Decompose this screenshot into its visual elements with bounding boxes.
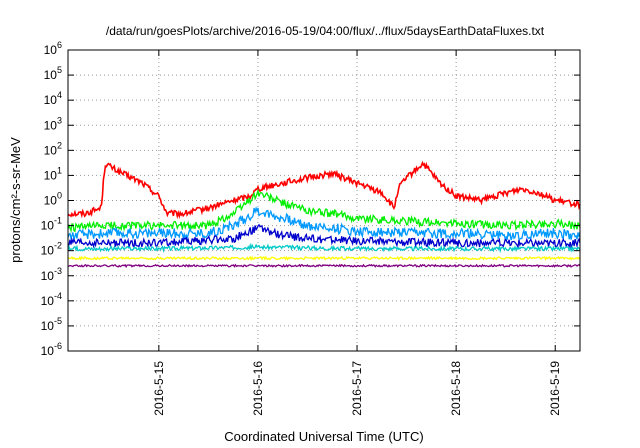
x-axis-title: Coordinated Universal Time (UTC) (224, 429, 423, 444)
series-layer (67, 160, 581, 269)
grid-lines (68, 50, 580, 351)
y-tick-label: 10-2 (41, 241, 62, 258)
series-line (67, 160, 581, 220)
x-tick-label: 2016-5-16 (251, 361, 265, 416)
y-tick-label: 10-4 (41, 291, 62, 308)
x-tick-label: 2016-5-18 (449, 361, 463, 416)
x-tick-label: 2016-5-15 (152, 361, 166, 416)
y-tick-label: 105 (44, 65, 62, 82)
y-tick-label: 10-5 (41, 316, 62, 333)
y-tick-label: 106 (44, 40, 62, 57)
series-line (67, 255, 581, 262)
y-tick-label: 104 (44, 90, 62, 107)
y-tick-label: 102 (44, 140, 62, 157)
y-tick-label: 10-1 (41, 216, 62, 233)
series-line (67, 188, 581, 234)
series-line (67, 206, 581, 242)
x-tick-label: 2016-5-17 (350, 361, 364, 416)
y-tick-label: 103 (44, 115, 62, 132)
series-line (68, 223, 581, 250)
y-axis-title: protons/cm²-s-sr-MeV (8, 137, 23, 263)
y-tick-label: 10-3 (41, 266, 62, 283)
series-line (67, 263, 581, 269)
chart-title: /data/run/goesPlots/archive/2016-05-19/0… (106, 24, 545, 38)
x-ticks: 2016-5-15 2016-5-16 2016-5-17 2016-5-18 2016… (152, 50, 562, 416)
series-line (67, 242, 581, 254)
y-tick-label: 101 (44, 165, 62, 182)
y-ticks: 10-6 10-5 10-4 10-3 10-2 10-1 100 101 102 103 104 1… (41, 40, 580, 358)
y-tick-label: 100 (44, 191, 62, 208)
x-tick-label: 2016-5-19 (548, 361, 562, 416)
y-tick-label: 10-6 (41, 341, 62, 358)
